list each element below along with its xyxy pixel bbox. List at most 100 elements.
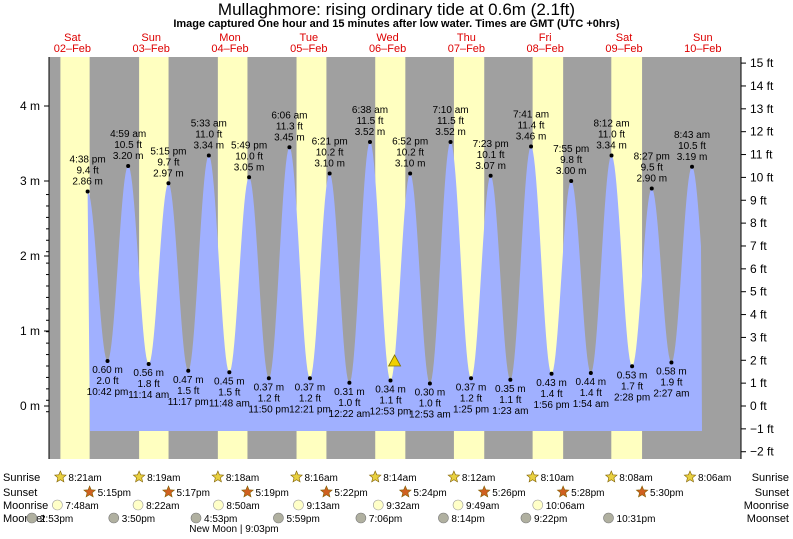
tide-time: 6:06 am [271, 110, 307, 121]
tide-dot [488, 173, 493, 178]
tide-time: 7:55 pm [553, 144, 589, 155]
moonrise-icon [373, 499, 384, 511]
tide-dot [469, 376, 474, 381]
tide-dot [588, 371, 593, 375]
tide-dot [690, 164, 695, 169]
sunset-entry: 5:30pm [635, 485, 683, 499]
sunrise-icon [526, 470, 540, 483]
chart-subtitle: Image captured One hour and 15 minutes a… [173, 18, 620, 30]
tide-m: 3.00 m [556, 166, 587, 177]
tide-dot [105, 359, 110, 363]
moonset-icon [273, 512, 284, 524]
tide-dot [287, 145, 292, 150]
tide-ft: 11.3 ft [276, 121, 303, 132]
sunrise-entry: 8:06am [683, 470, 731, 484]
moonrise-entry: 9:32am [373, 499, 420, 512]
tide-time: 2:27 am [653, 389, 689, 400]
tide-dot [126, 164, 131, 168]
day-name: Sun [693, 32, 713, 44]
tide-time: 11:50 pm [248, 404, 289, 415]
moonrise-icon [213, 499, 224, 511]
sunset-time: 5:24pm [413, 488, 446, 499]
sunset-time: 5:22pm [334, 488, 367, 499]
tide-dot [549, 371, 554, 376]
tide-dot [266, 376, 271, 381]
tide-ft: 10.5 ft [678, 141, 706, 152]
sunrise-time: 8:16am [305, 473, 338, 484]
tide-ft: 10.2 ft [316, 148, 344, 159]
tide-dot [367, 140, 372, 144]
day-date: 10–Feb [684, 43, 721, 55]
moonset-time: 7:06pm [369, 514, 402, 525]
tide-ft: 9.8 ft [560, 155, 582, 166]
tide-time: 6:21 pm [312, 137, 348, 148]
tide-m: 2.86 m [72, 177, 103, 188]
tide-ft: 11.5 ft [356, 116, 383, 127]
moonrise-time: 9:49am [466, 501, 499, 512]
tide-dot [448, 140, 453, 144]
row-label-right: Moonrise [744, 500, 789, 512]
moonset-entry: 7:06pm [355, 512, 402, 525]
day-date: 03–Feb [133, 43, 170, 55]
day-date: 09–Feb [605, 43, 642, 55]
tide-time: 7:41 am [513, 110, 549, 121]
sunrise-time: 8:06am [698, 473, 731, 484]
tide-ft: 1.1 ft [499, 395, 521, 406]
sunset-time: 5:28pm [571, 488, 604, 499]
sunrise-icon [368, 470, 382, 483]
tide-time: 1:25 pm [453, 404, 489, 415]
left-tick-label: 3 m [20, 174, 40, 188]
right-tick-label: 14 ft [750, 79, 774, 93]
tide-m: 0.43 m [536, 378, 567, 389]
left-tick-label: 4 m [20, 99, 40, 113]
sunrise-icon [683, 470, 697, 483]
moonset-icon [603, 512, 614, 524]
day-date: 07–Feb [448, 43, 485, 55]
tide-ft: 11.0 ft [598, 130, 625, 141]
tide-m: 3.34 m [596, 141, 627, 152]
tide-m: 3.52 m [435, 127, 466, 138]
tide-ft: 1.8 ft [138, 379, 160, 390]
tide-dot [529, 144, 534, 149]
sunset-time: 5:26pm [492, 488, 525, 499]
tide-time: 7:10 am [432, 105, 468, 116]
high-tide-point: 8:27 pm9.5 ft2.90 m [634, 152, 670, 191]
day-name: Sat [616, 32, 633, 44]
sunset-time: 5:17pm [177, 488, 210, 499]
sunrise-time: 8:14am [383, 473, 416, 484]
moonrise-time: 9:13am [306, 501, 339, 512]
sunrise-icon [53, 470, 67, 483]
tide-ft: 11.4 ft [517, 121, 544, 132]
tide-ft: 10.1 ft [477, 150, 505, 161]
tide-time: 5:33 am [191, 119, 227, 130]
left-tick-label: 1 m [20, 324, 40, 338]
moonrise-time: 8:50am [226, 501, 259, 512]
moonset-time: 3:50pm [122, 514, 155, 525]
sunrise-entry: 8:16am [290, 470, 338, 484]
sunrise-entry: 8:19am [132, 470, 180, 484]
moonset-time: 8:14pm [451, 514, 484, 525]
tide-time: 5:49 pm [231, 140, 267, 151]
sunset-entry: 5:19pm [241, 485, 289, 499]
tide-dot [388, 378, 393, 383]
tide-time: 6:52 pm [392, 137, 428, 148]
left-tick-label: 2 m [20, 249, 40, 263]
tide-ft: 1.5 ft [218, 387, 240, 398]
tide-dot [146, 362, 151, 366]
tide-m: 3.20 m [113, 151, 144, 162]
tide-m: 0.44 m [576, 377, 607, 388]
tide-dot [206, 153, 211, 158]
day-name: Sat [64, 32, 81, 44]
tide-ft: 1.0 ft [419, 399, 441, 410]
tide-ft: 1.1 ft [379, 396, 401, 407]
